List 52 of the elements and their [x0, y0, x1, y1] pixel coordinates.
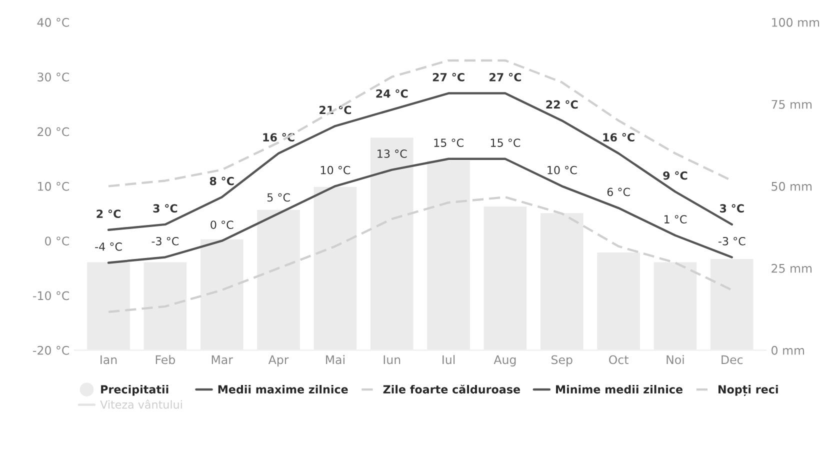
data-label: 13 °C [378, 150, 407, 158]
data-label: 1 °C [664, 215, 687, 224]
y2-tick-label: 25 mm [772, 264, 812, 273]
y-tick-label: 0 °C [45, 236, 70, 246]
y-tick-label: 10 °C [38, 182, 70, 191]
data-label: 9 °C [663, 171, 688, 180]
data-label: 10 °C [320, 166, 350, 174]
legend-label: Medii maxime zilnice [218, 384, 348, 394]
x-tick-label: Aug [494, 355, 516, 366]
data-label: 27 °C [490, 72, 522, 82]
legend-label: Zile foarte călduroase [383, 384, 520, 394]
data-label: 15 °C [490, 138, 520, 147]
data-label: 3 °C [153, 204, 178, 213]
x-tick-label: Feb [156, 355, 175, 364]
data-label: 15 °C [434, 138, 464, 147]
legend-label: Precipitatii [101, 384, 168, 396]
data-label: -3 °C [152, 236, 179, 246]
x-tick-label: Iun [384, 355, 400, 364]
x-tick-label: Mar [212, 355, 233, 364]
data-label: -3 °C [718, 236, 746, 246]
x-tick-label: Dec [722, 355, 743, 364]
y2-tick-label: 0 mm [772, 346, 804, 355]
data-label: -4 °C [95, 242, 122, 251]
data-label: 5 °C [267, 193, 290, 202]
data-label: 27 °C [432, 72, 464, 82]
legend-label: Minime medii zilnice [556, 384, 683, 394]
x-tick-label: Mai [326, 355, 344, 364]
data-label: 2 °C [96, 210, 120, 218]
y2-tick-label: 50 mm [772, 182, 812, 191]
x-tick-label: Apr [268, 355, 289, 366]
x-tick-label: Iul [442, 355, 455, 364]
y-tick-label: 40 °C [37, 18, 70, 27]
y-tick-label: -20 °C [33, 346, 70, 355]
data-label: 22 °C [546, 100, 578, 109]
y-tick-label: 20 °C [38, 127, 70, 136]
data-label: 16 °C [603, 133, 634, 142]
legend-label: Nopți reci [718, 384, 778, 396]
data-label: 0 °C [210, 220, 234, 229]
x-tick-label: Ian [100, 355, 117, 364]
y2-tick-label: 75 mm [772, 100, 812, 109]
y-tick-label: 30 °C [38, 72, 70, 82]
line-series [107, 158, 734, 264]
x-tick-label: Sep [552, 355, 572, 366]
data-label: 3 °C [720, 204, 744, 213]
y2-tick-label: 100 mm [772, 18, 820, 27]
data-label: 8 °C [210, 176, 234, 186]
x-tick-label: Oct [609, 355, 628, 364]
data-label: 10 °C [548, 166, 577, 174]
data-label: 24 °C [376, 89, 408, 98]
data-label: 6 °C [607, 188, 630, 196]
y-tick-label: -10 °C [33, 291, 70, 300]
x-tick-label: Noi [666, 355, 684, 364]
